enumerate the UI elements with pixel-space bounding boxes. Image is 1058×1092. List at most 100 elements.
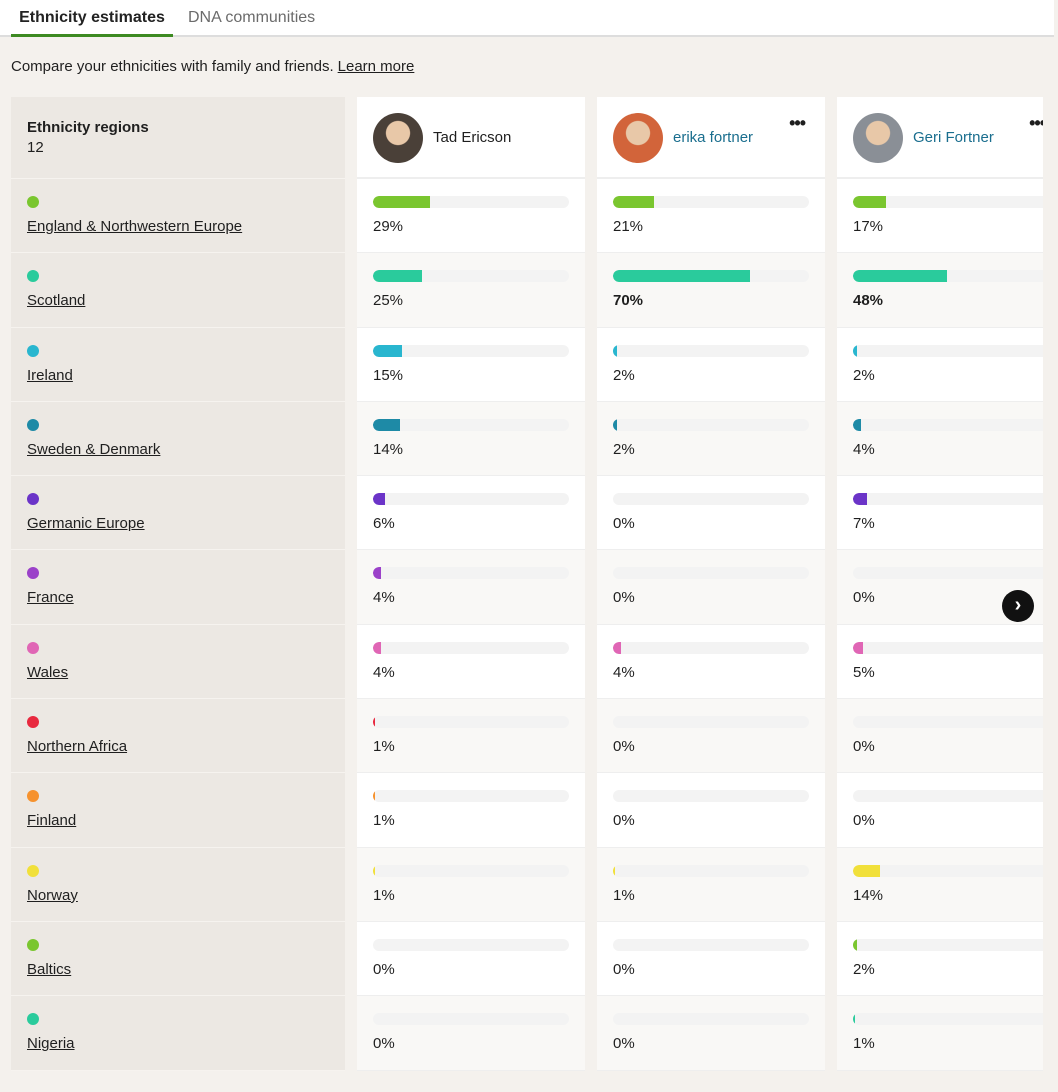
tab-ethnicity-estimates[interactable]: Ethnicity estimates	[11, 0, 173, 37]
percent-value: 2%	[853, 960, 875, 978]
percent-bar-fill	[373, 790, 375, 803]
percent-value: 5%	[853, 663, 875, 681]
region-color-dot	[27, 493, 39, 506]
percent-value: 29%	[373, 218, 404, 235]
person-header: Tad Ericson	[357, 97, 585, 179]
value-row: 29%	[357, 179, 585, 254]
region-link[interactable]: Norway	[27, 886, 78, 904]
percent-bar-track	[373, 418, 569, 431]
region-row: Ireland	[11, 328, 345, 402]
percent-bar-fill	[613, 418, 617, 431]
percent-value: 4%	[373, 589, 395, 607]
person-name[interactable]: Tad Ericson	[433, 129, 512, 146]
percent-bar-fill	[373, 641, 381, 654]
person-name[interactable]: Geri Fortner	[913, 129, 994, 146]
percent-bar-track	[853, 418, 1049, 431]
region-link[interactable]: England & Northwestern Europe	[27, 218, 243, 235]
percent-bar-fill	[373, 864, 375, 877]
intro-label: Compare your ethnicities with family and…	[11, 58, 334, 75]
value-row: 14%	[357, 401, 585, 477]
percent-bar-fill	[613, 864, 615, 877]
percent-bar-track	[613, 493, 809, 506]
region-row: Sweden & Denmark	[11, 402, 345, 477]
percent-bar-fill	[853, 493, 867, 506]
region-link[interactable]: Northern Africa	[27, 738, 128, 756]
percent-value: 0%	[613, 738, 635, 756]
more-options-icon[interactable]: •••	[1029, 113, 1046, 133]
percent-bar-track	[373, 938, 569, 951]
value-row: 2%	[597, 328, 825, 402]
percent-value: 14%	[853, 886, 884, 904]
percent-bar-fill	[613, 344, 617, 357]
region-link[interactable]: Sweden & Denmark	[27, 440, 161, 458]
scroll-edge	[1043, 97, 1058, 1071]
percent-bar-fill	[373, 418, 401, 431]
percent-value: 6%	[373, 515, 395, 533]
tab-dna-communities[interactable]: DNA communities	[188, 9, 316, 26]
region-color-dot	[27, 270, 39, 283]
percent-bar-track	[853, 567, 1049, 580]
percent-bar-fill	[373, 270, 422, 283]
percent-value: 4%	[373, 663, 395, 681]
percent-value: 15%	[373, 366, 404, 384]
value-row: 0%	[597, 476, 825, 551]
percent-value: 1%	[853, 1035, 875, 1053]
region-link[interactable]: Finland	[27, 812, 77, 830]
percent-bar-fill	[853, 196, 887, 208]
percent-bar-fill	[613, 196, 655, 208]
region-color-dot	[27, 196, 39, 208]
learn-more-link[interactable]: Learn more	[337, 58, 415, 75]
more-options-icon[interactable]: •••	[789, 113, 806, 133]
value-row: 1%	[597, 847, 825, 922]
value-row: 0%	[837, 699, 1058, 774]
tab-bar: Ethnicity estimates DNA communities	[0, 0, 1054, 37]
value-row: 0%	[597, 773, 825, 848]
percent-bar-fill	[853, 344, 857, 357]
avatar[interactable]	[853, 113, 903, 163]
percent-bar-track	[373, 864, 569, 877]
avatar[interactable]	[373, 113, 423, 163]
percent-bar-track	[613, 1013, 809, 1026]
percent-bar-track	[373, 567, 569, 580]
percent-bar-fill	[853, 641, 863, 654]
region-link[interactable]: Nigeria	[27, 1035, 75, 1053]
percent-bar-track	[613, 716, 809, 729]
region-color-dot	[27, 790, 39, 803]
percent-bar-track	[373, 196, 569, 208]
percent-bar-track	[853, 864, 1049, 877]
percent-value: 2%	[613, 366, 635, 384]
percent-bar-fill	[613, 270, 751, 283]
value-row: 70%	[597, 253, 825, 328]
region-row: Nigeria	[11, 996, 345, 1071]
value-row: 7%	[837, 476, 1058, 551]
percent-bar-track	[613, 567, 809, 580]
percent-bar-track	[853, 344, 1049, 357]
percent-value: 21%	[613, 218, 644, 235]
person-name[interactable]: erika fortner	[673, 129, 754, 146]
percent-bar-track	[613, 196, 809, 208]
percent-bar-track	[613, 938, 809, 951]
region-link[interactable]: Scotland	[27, 292, 86, 310]
region-link[interactable]: France	[27, 589, 74, 607]
value-row: 0%	[597, 922, 825, 997]
value-row: 25%	[357, 253, 585, 328]
region-row: Northern Africa	[11, 699, 345, 774]
region-color-dot	[27, 344, 39, 357]
region-link[interactable]: Germanic Europe	[27, 515, 145, 533]
region-row: England & Northwestern Europe	[11, 179, 345, 254]
value-row: 2%	[837, 922, 1058, 997]
percent-bar-fill	[373, 567, 381, 580]
value-row: 1%	[837, 996, 1058, 1071]
region-link[interactable]: Wales	[27, 663, 69, 681]
regions-header: Ethnicity regions 12	[11, 97, 345, 179]
avatar[interactable]	[613, 113, 663, 163]
value-row: 0%	[357, 996, 585, 1071]
region-link[interactable]: Baltics	[27, 960, 72, 978]
value-row: 0%	[597, 996, 825, 1071]
region-link[interactable]: Ireland	[27, 366, 73, 384]
percent-bar-fill	[373, 493, 385, 506]
percent-bar-track	[373, 493, 569, 506]
next-arrow-button[interactable]: ›	[1002, 590, 1034, 622]
percent-value: 0%	[853, 812, 875, 830]
region-color-dot	[27, 641, 39, 654]
